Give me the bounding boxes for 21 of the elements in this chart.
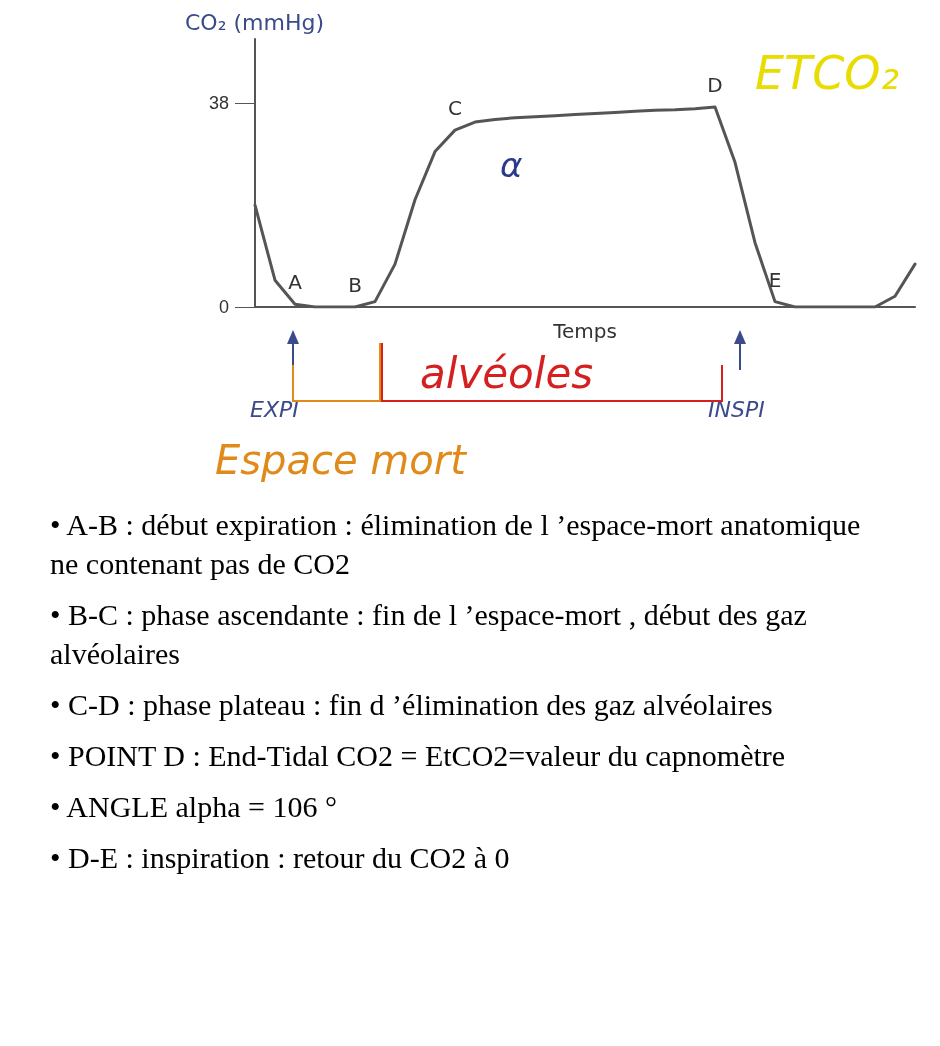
text: • B-C : phase ascendante : fin de l ’espace-mort , début des gaz alvéolaires: [50, 597, 808, 672]
annotation: α: [500, 145, 523, 185]
data-label: B: [348, 272, 362, 297]
text: • A-B : début expiration : élimination de l ’espace-mort anatomique ne contenant pas de CO2: [50, 507, 862, 582]
text: • ANGLE alpha = 106 °: [50, 789, 338, 825]
data-label: E: [768, 267, 782, 292]
text: • POINT D : End-Tidal CO2 = EtCO2=valeur du capnomètre: [50, 738, 787, 774]
text: EXPI: [250, 396, 299, 422]
y-tick-label: 0: [218, 297, 229, 317]
x-axis-title: Temps: [552, 319, 617, 343]
data-label: C: [448, 96, 462, 121]
annotation: ETCO₂: [755, 46, 899, 100]
text: Espace mort: [215, 437, 468, 483]
data-label: A: [288, 270, 303, 295]
text: alvéoles: [420, 348, 594, 398]
text: INSPI: [708, 396, 765, 422]
y-axis-title: CO₂ (mmHg): [185, 9, 325, 35]
text: • C-D : phase plateau : fin d ’élimination des gaz alvéolaires: [50, 687, 774, 723]
data-label: D: [707, 73, 723, 98]
text: • D-E : inspiration : retour du CO2 à 0: [50, 840, 511, 876]
y-tick-label: 38: [208, 93, 229, 114]
